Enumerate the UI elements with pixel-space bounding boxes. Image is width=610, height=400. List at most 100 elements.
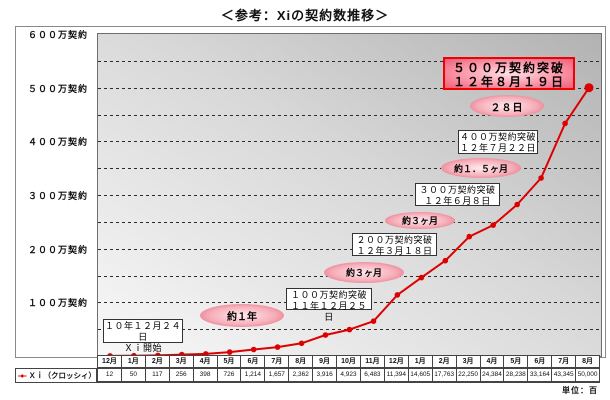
legend-line-icon <box>18 373 27 378</box>
month-cell: 11月 <box>361 356 385 367</box>
milestone-100-callout: １００万契約突破 １１年１２月２５日 <box>286 288 372 322</box>
value-cell: 726 <box>218 369 242 381</box>
x-axis-month-row: 12月 1月 2月 3月 4月 5月 6月 7月 8月 9月 10月 11月 12月 1月 2月 3月 4月 5月… <box>97 355 600 368</box>
data-point <box>514 201 520 208</box>
value-cell: 398 <box>194 369 218 381</box>
y-axis-label: ４００万契約 <box>27 137 88 148</box>
milestone-400-line1: ４００万契約突破 <box>459 132 536 142</box>
month-cell: 4月 <box>194 356 218 367</box>
gridline <box>98 60 601 62</box>
xi-start-callout: １０年１２月２４日 Ｘｉ開始 <box>103 319 183 353</box>
milestone-200-callout: ２００万契約突破 １２年３月１８日 <box>352 233 437 256</box>
gridline <box>98 168 601 170</box>
chart-title: ＜参考：Xiの契約数推移＞ <box>220 8 390 23</box>
y-axis-label: ２００万契約 <box>27 244 88 255</box>
value-cell: 256 <box>170 369 194 381</box>
data-point <box>394 292 401 298</box>
data-point <box>418 274 425 281</box>
value-cell: 2,362 <box>289 369 314 381</box>
data-point <box>346 326 353 333</box>
legend-label: Ｘｉ（クロッシィ） <box>28 371 97 380</box>
value-cell: 1,214 <box>241 369 266 381</box>
month-cell: 5月 <box>218 356 242 367</box>
data-point <box>490 222 497 228</box>
milestone-200-line2: １２年３月１８日 <box>356 246 433 256</box>
milestone-300-line1: ３００万契約突破 <box>419 185 496 195</box>
month-cell: 2月 <box>146 356 170 367</box>
gap-28days-ellipse: ２８日 <box>470 95 544 117</box>
gap-3month-ellipse-b: 約３ヶ月 <box>324 262 404 283</box>
month-cell: 6月 <box>241 356 266 367</box>
gap-3month-ellipse-a: 約３ヶ月 <box>385 212 455 229</box>
milestone-500-line2: １２年８月１９日 <box>452 75 565 89</box>
gridline <box>98 141 601 143</box>
milestone-400-callout: ４００万契約突破 １２年７月２２日 <box>458 130 538 154</box>
data-point <box>584 83 594 93</box>
month-cell: 3月 <box>170 356 194 367</box>
milestone-300-callout: ３００万契約突破 １２年６月８日 <box>415 183 500 206</box>
month-cell: 1月 <box>409 356 433 367</box>
gridline <box>98 114 601 116</box>
gridline <box>98 221 601 223</box>
value-table-row: 12 50 117 256 398 726 1,214 1,657 2,362 3,916 4,92… <box>97 368 600 383</box>
month-cell: 6月 <box>528 356 553 367</box>
month-cell: 5月 <box>504 356 529 367</box>
data-point <box>250 346 257 353</box>
month-cell: 8月 <box>289 356 314 367</box>
milestone-500-callout: ５００万契約突破 １２年８月１９日 <box>443 57 575 90</box>
month-cell: 9月 <box>313 356 338 367</box>
gap-1year-ellipse: 約１年 <box>200 304 284 327</box>
data-point <box>562 120 568 127</box>
gridline <box>98 248 601 250</box>
milestone-100-line2: １１年１２月２５日 <box>290 301 367 322</box>
data-point <box>466 233 473 240</box>
xi-start-line1: １０年１２月２４日 <box>104 321 181 342</box>
value-cell: 50,000 <box>577 371 598 378</box>
value-cell: 17,763 <box>433 369 457 381</box>
data-point <box>179 351 185 356</box>
milestone-200-line1: ２００万契約突破 <box>356 235 433 245</box>
value-cell: 6,483 <box>361 369 385 381</box>
data-point <box>226 349 233 355</box>
value-cell: 117 <box>146 369 170 381</box>
data-point <box>538 175 544 181</box>
value-cell: 22,250 <box>457 369 481 381</box>
data-point <box>322 332 329 338</box>
month-cell: 3月 <box>457 356 481 367</box>
value-cell: 4,923 <box>337 369 361 381</box>
value-cell: 50 <box>122 369 146 381</box>
month-cell: 2月 <box>433 356 457 367</box>
value-cell: 33,164 <box>528 369 553 381</box>
value-cell: 3,916 <box>313 369 338 381</box>
value-cell: 1,657 <box>265 369 290 381</box>
gridline <box>98 87 601 89</box>
unit-note: 単位：百 <box>562 386 598 395</box>
data-point <box>442 257 449 264</box>
data-point <box>298 340 305 347</box>
y-axis-label: ３００万契約 <box>27 191 88 201</box>
data-point <box>274 344 281 350</box>
value-cell: 12 <box>98 369 122 381</box>
value-cell: 14,605 <box>409 369 433 381</box>
value-cell: 43,345 <box>552 369 577 381</box>
value-cell: 28,238 <box>504 369 529 381</box>
value-cell: 11,394 <box>385 369 409 381</box>
month-cell: 7月 <box>552 356 577 367</box>
month-cell: 7月 <box>265 356 290 367</box>
gap-1-5month-ellipse: 約１．５ヶ月 <box>441 158 521 178</box>
y-axis-label: ５００万契約 <box>27 83 88 94</box>
gridline <box>98 195 601 196</box>
data-point <box>203 351 209 356</box>
xi-start-line2: Ｘｉ開始 <box>123 343 162 353</box>
legend-cell: Ｘｉ（クロッシィ） <box>15 368 97 383</box>
month-cell: 12月 <box>98 356 122 367</box>
milestone-300-line2: １２年６月８日 <box>424 196 491 206</box>
y-axis-label: ６００万契約 <box>27 30 88 40</box>
line-series <box>107 83 594 356</box>
milestone-100-line1: １００万契約突破 <box>290 290 367 300</box>
milestone-400-line2: １２年７月２２日 <box>459 143 536 153</box>
month-cell: 12月 <box>385 356 409 367</box>
month-cell: 10月 <box>337 356 361 367</box>
value-cell: 24,384 <box>481 369 505 381</box>
